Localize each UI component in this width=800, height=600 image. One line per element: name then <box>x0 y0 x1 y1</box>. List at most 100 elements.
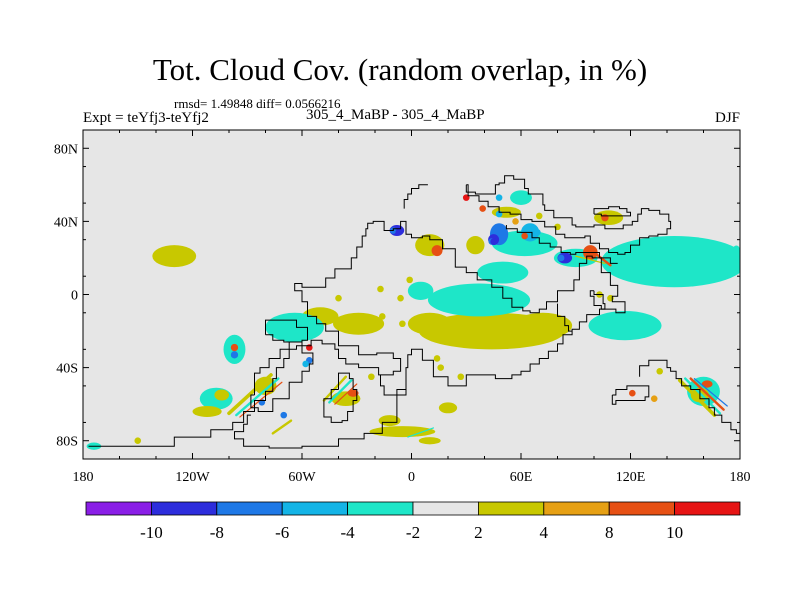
contour-region <box>347 389 359 397</box>
colorbar-label: 10 <box>666 523 683 542</box>
contour-spot <box>479 205 486 212</box>
coastline <box>505 225 618 264</box>
experiment-label: Expt = teYfj3-teYfj2 <box>83 110 209 126</box>
contour-spot <box>490 238 497 245</box>
contour-streak <box>592 251 612 267</box>
chart-title: Tot. Cloud Cov. (random overlap, in %) <box>152 52 648 87</box>
contour-region <box>513 312 573 339</box>
contour-region <box>378 415 401 427</box>
contour-spot <box>444 336 452 344</box>
contour-region <box>588 310 662 341</box>
contour-spot <box>302 360 309 368</box>
contour-spot <box>280 411 288 419</box>
contour-region <box>333 312 385 335</box>
contour-spot <box>557 254 565 262</box>
contour-region <box>230 343 239 352</box>
contour-region <box>701 380 713 388</box>
colorbar-swatch <box>543 501 610 516</box>
contour-region <box>466 236 485 255</box>
coastline <box>557 303 573 332</box>
colorbar-label: -6 <box>275 523 289 542</box>
colorbar-swatch <box>477 501 545 516</box>
contour-spot <box>512 218 519 225</box>
colorbar-swatch <box>216 501 283 516</box>
contour-streak <box>689 377 725 411</box>
contour-region <box>477 261 529 284</box>
contour-region <box>152 245 197 268</box>
contour-region <box>491 230 558 257</box>
contour-spot <box>399 320 406 328</box>
contour-spot <box>395 229 403 236</box>
contour-streak <box>227 373 273 416</box>
y-tick-label: 0 <box>71 289 78 304</box>
contour-region <box>407 281 434 300</box>
colorbar-label: 4 <box>540 523 549 542</box>
contour-region <box>438 402 458 414</box>
case-label: 305_4_MaBP - 305_4_MaBP <box>306 107 485 123</box>
contour-region <box>265 312 324 343</box>
contour-spot <box>397 294 404 302</box>
coastline <box>403 184 428 209</box>
y-tick-label: 80N <box>54 142 78 157</box>
coastline <box>593 206 631 217</box>
contour-spot <box>521 232 528 240</box>
coastline <box>589 290 606 310</box>
contour-spot <box>433 355 441 362</box>
contour-spot <box>733 245 740 253</box>
contour-streak <box>575 255 606 265</box>
contour-region <box>510 190 532 205</box>
contour-spot <box>656 367 663 375</box>
contour-spot <box>650 395 658 402</box>
coastline <box>234 382 407 449</box>
contour-streak <box>322 375 347 402</box>
x-tick-label: 60W <box>288 470 316 485</box>
colorbar-label: 2 <box>474 523 483 542</box>
coastline <box>250 341 314 412</box>
contour-spot <box>495 194 503 201</box>
contour-region <box>407 312 452 335</box>
x-tick-label: 60E <box>510 470 533 485</box>
contour-region <box>192 405 222 417</box>
contour-region <box>418 437 441 445</box>
colorbar-label: -10 <box>140 523 163 542</box>
contour-region <box>431 245 443 257</box>
contour-region <box>214 389 229 401</box>
colorbar-swatch <box>85 501 152 516</box>
contour-region <box>601 214 609 222</box>
contour-spot <box>377 285 384 293</box>
colorbar-label: 8 <box>605 523 614 542</box>
contour-streak <box>328 379 353 404</box>
contour-region <box>230 351 239 359</box>
colorbar-swatch <box>608 501 676 516</box>
contour-spot <box>406 276 413 284</box>
colorbar-swatch <box>281 501 349 516</box>
colorbar-label: -4 <box>341 523 356 542</box>
contour-spot <box>134 437 142 445</box>
contour-streak <box>693 377 728 407</box>
y-tick-label: 40N <box>54 215 78 230</box>
x-tick-label: 0 <box>408 470 415 485</box>
coastline <box>323 372 358 423</box>
contour-spot <box>379 313 386 320</box>
colorbar-swatch <box>150 501 218 516</box>
colorbar-label: -2 <box>406 523 420 542</box>
coastline <box>88 220 626 447</box>
contour-spot <box>368 373 375 381</box>
contour-spot <box>437 364 444 371</box>
x-tick-label: 180 <box>730 470 751 485</box>
y-tick-label: 40S <box>56 362 78 377</box>
contour-spot <box>534 229 541 236</box>
x-tick-label: 180 <box>73 470 94 485</box>
colorbar-label: -8 <box>210 523 224 542</box>
y-tick-label: 80S <box>56 435 78 450</box>
contour-streak <box>407 427 434 438</box>
contour-spot <box>457 373 465 381</box>
contour-region <box>369 426 436 438</box>
contour-streak <box>271 419 293 435</box>
contour-spot <box>335 294 342 302</box>
contour-region <box>254 376 277 396</box>
contour-spot <box>629 389 636 397</box>
coastline <box>639 359 740 434</box>
